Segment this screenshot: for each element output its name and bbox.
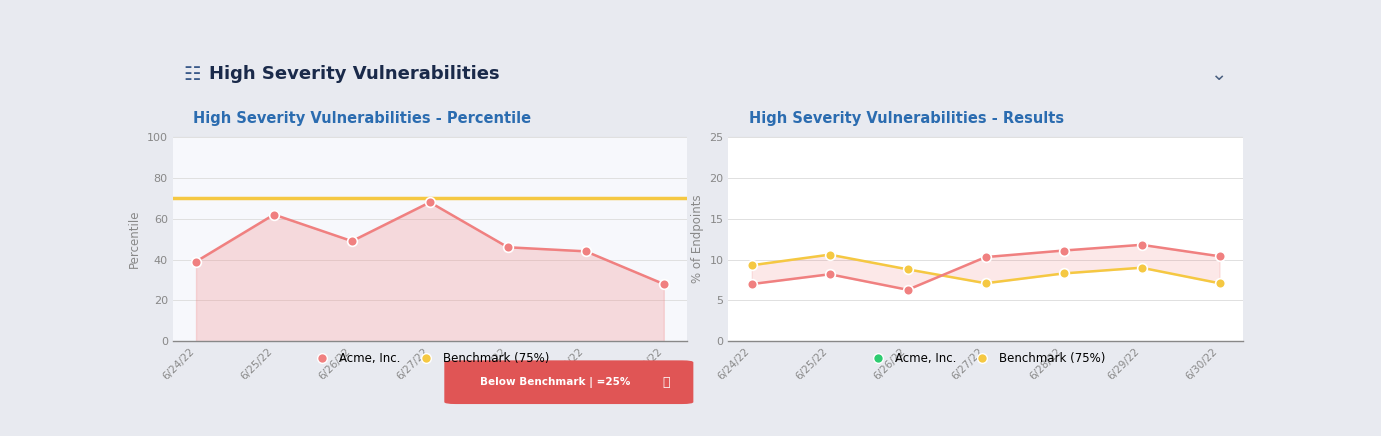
Text: ⌄: ⌄ [1211,65,1226,84]
Y-axis label: Percentile: Percentile [128,210,141,268]
Text: ☷: ☷ [184,65,200,84]
Y-axis label: % of Endpoints: % of Endpoints [690,195,704,283]
Legend: Acme, Inc., Benchmark (75%): Acme, Inc., Benchmark (75%) [862,347,1110,370]
Legend: Acme, Inc., Benchmark (75%): Acme, Inc., Benchmark (75%) [305,347,554,370]
Text: High Severity Vulnerabilities - Results: High Severity Vulnerabilities - Results [749,111,1063,126]
Text: High Severity Vulnerabilities: High Severity Vulnerabilities [209,65,500,83]
Text: High Severity Vulnerabilities - Percentile: High Severity Vulnerabilities - Percenti… [193,111,532,126]
